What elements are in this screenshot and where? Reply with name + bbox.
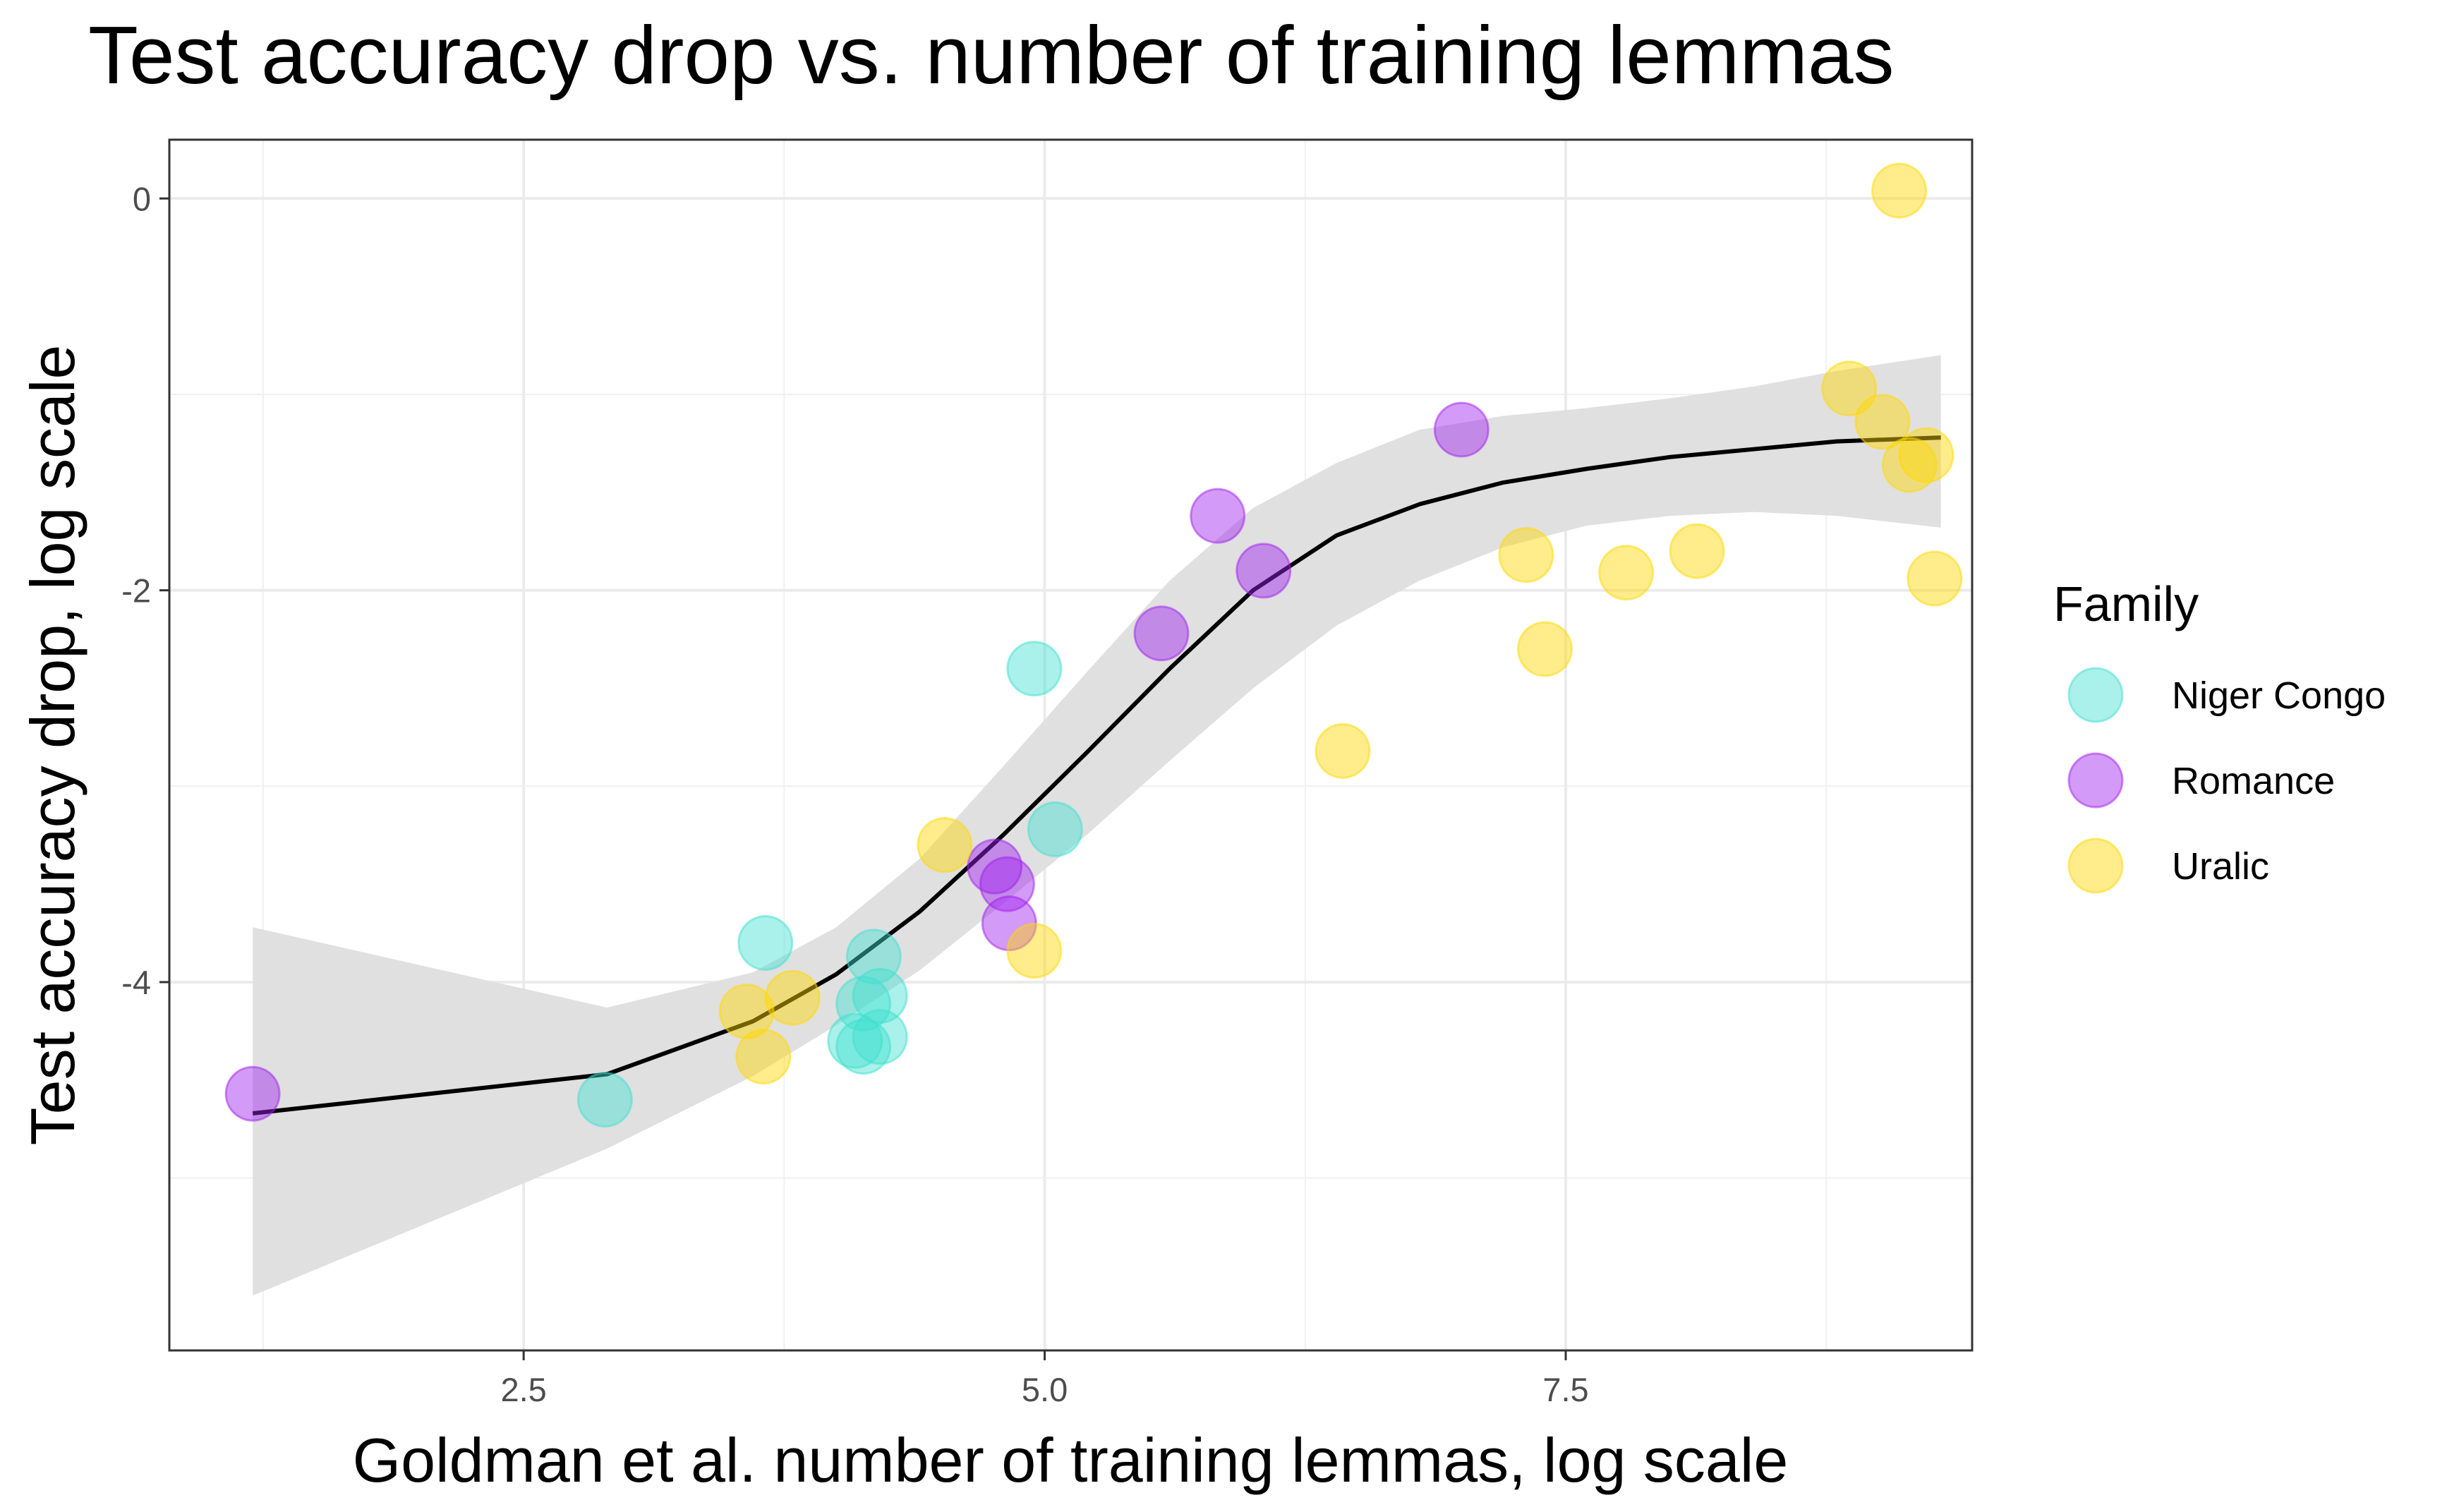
legend-key-romance: [2067, 752, 2124, 809]
data-point-uralic: [764, 969, 821, 1026]
data-point-niger-congo: [576, 1072, 633, 1128]
data-point-uralic: [1669, 523, 1725, 579]
data-point-niger-congo: [1027, 801, 1083, 857]
confidence-band: [253, 355, 1941, 1296]
data-point-uralic: [1881, 437, 1938, 493]
y-axis-ticks: 0 -2 -4: [121, 180, 169, 1001]
data-point-uralic: [1907, 550, 1963, 607]
x-tick-label: 5.0: [1022, 1371, 1068, 1408]
data-point-romance: [1190, 488, 1246, 544]
data-point-romance: [1235, 543, 1292, 599]
data-point-uralic: [917, 817, 973, 873]
data-point-niger-congo: [1006, 641, 1063, 697]
data-point-niger-congo: [835, 976, 892, 1032]
legend: Family Niger Congo Romance Uralic: [2053, 576, 2386, 894]
trend-line: [252, 435, 1941, 1115]
data-point-uralic: [1898, 427, 1954, 483]
x-axis-title: Goldman et al. number of training lemmas…: [353, 1425, 1789, 1495]
legend-label: Uralic: [2172, 845, 2269, 888]
panel-border: [168, 138, 1974, 1352]
legend-key-uralic: [2067, 837, 2124, 894]
data-point-uralic: [1871, 162, 1928, 219]
data-point-romance: [1133, 605, 1190, 662]
x-tick-label: 2.5: [500, 1371, 546, 1408]
data-point-romance: [224, 1065, 281, 1122]
chart-title: Test accuracy drop vs. number of trainin…: [88, 9, 1894, 101]
legend-label: Romance: [2172, 760, 2335, 802]
y-tick-label: -2: [121, 572, 151, 610]
data-point-niger-congo: [835, 1019, 892, 1075]
data-point-uralic: [1516, 621, 1573, 677]
data-point-uralic: [1821, 361, 1878, 417]
data-point-niger-congo: [827, 1012, 883, 1069]
legend-title: Family: [2053, 576, 2199, 631]
data-point-romance: [1433, 401, 1490, 458]
data-point-uralic: [1315, 722, 1371, 779]
legend-label: Niger Congo: [2172, 675, 2386, 717]
data-point-uralic: [1006, 923, 1063, 979]
data-point-romance: [979, 856, 1035, 912]
y-axis-title: Test accuracy drop, log scale: [18, 345, 87, 1146]
data-point-niger-congo: [852, 967, 908, 1024]
legend-entries: Niger Congo Romance Uralic: [2067, 667, 2386, 894]
plot-area: [168, 138, 1974, 1352]
data-point-uralic: [1498, 527, 1554, 583]
data-point-niger-congo: [852, 1009, 908, 1065]
grid-lines: [169, 140, 1972, 1350]
y-tick-label: 0: [133, 180, 151, 217]
data-point-uralic: [1598, 545, 1655, 601]
trend-line-layer: [252, 435, 1941, 1115]
x-tick-label: 7.5: [1542, 1371, 1588, 1408]
data-point-uralic: [735, 1028, 792, 1084]
data-points-layer: [224, 162, 1963, 1128]
y-tick-label: -4: [121, 964, 151, 1001]
x-axis-ticks: 2.5 5.0 7.5: [500, 1350, 1589, 1408]
data-point-uralic: [718, 984, 775, 1040]
legend-key-niger-congo: [2067, 667, 2124, 723]
confidence-band-layer: [253, 355, 1941, 1296]
data-point-uralic: [1854, 394, 1911, 450]
data-point-niger-congo: [737, 914, 794, 971]
